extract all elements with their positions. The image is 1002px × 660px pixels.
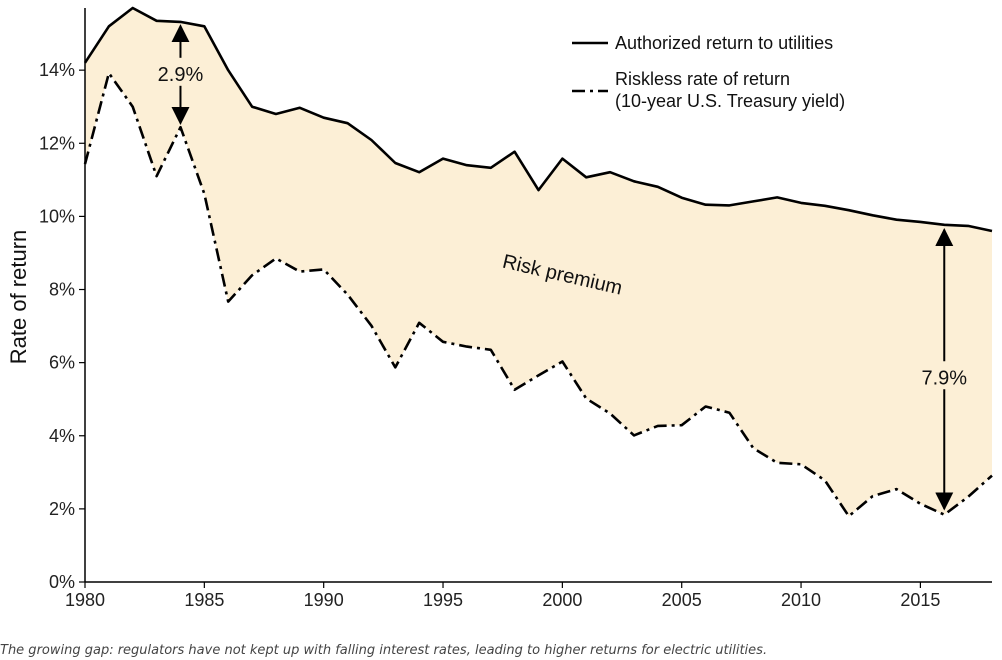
y-axis: 0% 2% 4% 6% 8% 10% 12% 14% bbox=[39, 8, 86, 592]
x-tick-label: 2015 bbox=[900, 590, 940, 610]
x-tick-label: 1995 bbox=[423, 590, 463, 610]
x-tick-label: 1980 bbox=[65, 590, 105, 610]
y-tick-label: 2% bbox=[49, 499, 75, 519]
x-axis: 1980 1985 1990 1995 2000 2005 2010 2015 bbox=[65, 581, 992, 610]
y-tick-label: 10% bbox=[39, 206, 75, 226]
legend-label-riskless: Riskless rate of return (10-year U.S. Tre… bbox=[615, 69, 845, 111]
risk-premium-fill bbox=[85, 8, 992, 517]
y-tick-label: 4% bbox=[49, 426, 75, 446]
x-tick-label: 1990 bbox=[304, 590, 344, 610]
y-tick-label: 6% bbox=[49, 353, 75, 373]
y-tick-label: 0% bbox=[49, 572, 75, 592]
gap-1984-label: 2.9% bbox=[158, 64, 204, 86]
series-riskless-rate-line bbox=[83, 71, 993, 518]
x-tick-label: 2005 bbox=[662, 590, 702, 610]
y-tick-label: 12% bbox=[39, 133, 75, 153]
legend-label-authorized: Authorized return to utilities bbox=[615, 33, 833, 53]
y-axis-title: Rate of return bbox=[6, 230, 31, 365]
x-tick-label: 2000 bbox=[542, 590, 582, 610]
chart-canvas: 1980 1985 1990 1995 2000 2005 2010 2015 0% 2% 4% 6… bbox=[6, 6, 993, 610]
y-tick-label: 14% bbox=[39, 60, 75, 80]
x-tick-label: 2010 bbox=[781, 590, 821, 610]
gap-2016-label: 7.9% bbox=[921, 367, 967, 389]
x-tick-label: 1985 bbox=[184, 590, 224, 610]
series-authorized-return-line bbox=[83, 6, 993, 233]
figure-caption: The growing gap: regulators have not kep… bbox=[0, 643, 768, 658]
legend: Authorized return to utilities Riskless … bbox=[572, 33, 845, 111]
y-tick-label: 8% bbox=[49, 280, 75, 300]
